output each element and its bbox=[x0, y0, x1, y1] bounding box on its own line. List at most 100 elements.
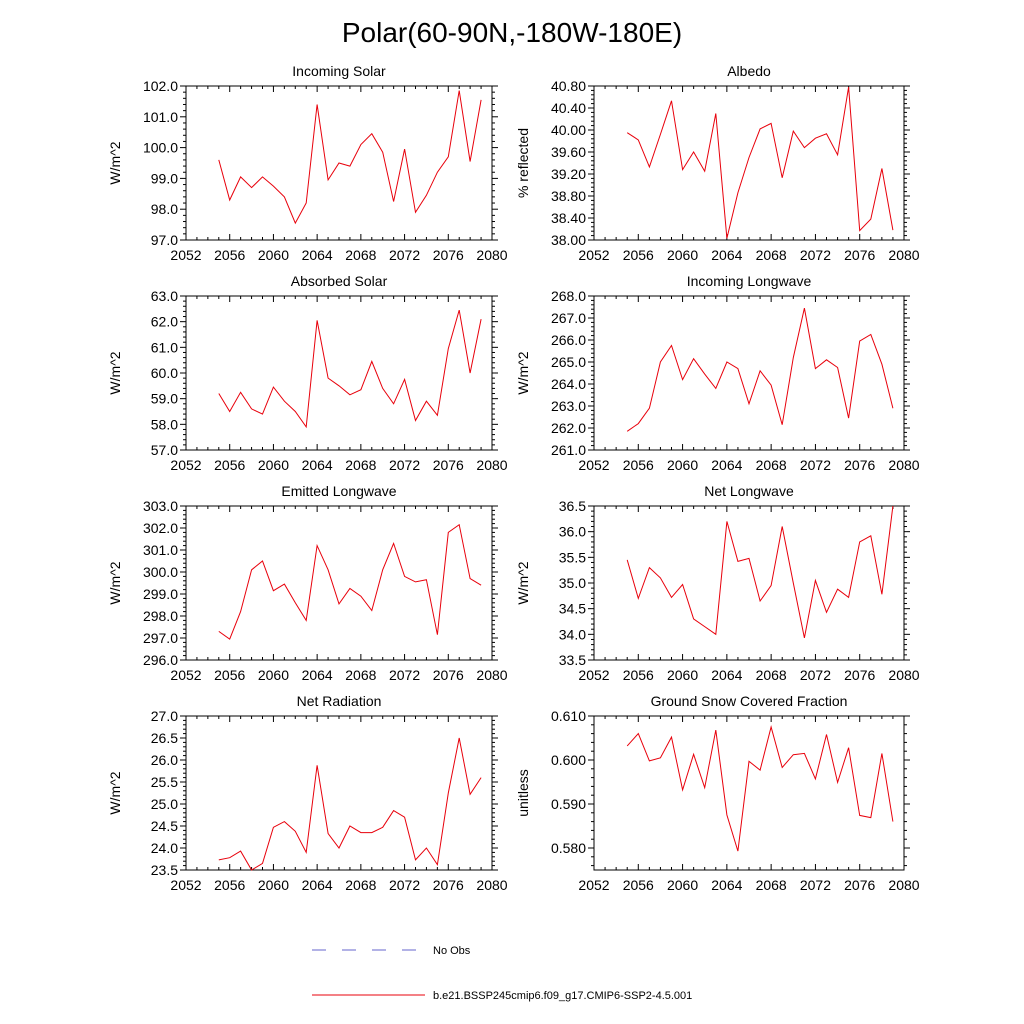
x-tick-label: 2060 bbox=[258, 667, 289, 683]
y-tick-label: 265.0 bbox=[551, 354, 586, 370]
y-tick-label: 35.0 bbox=[559, 575, 586, 591]
y-tick-label: 100.0 bbox=[143, 140, 178, 156]
y-tick-label: 25.5 bbox=[151, 774, 178, 790]
panel-incoming-longwave: Incoming Longwave W/m^2 2052 2056 2060 2064 20… bbox=[515, 273, 920, 473]
y-axis-label: W/m^2 bbox=[107, 561, 123, 604]
panel-ground-snow-covered-fraction: Ground Snow Covered Fraction unitless 2052… bbox=[515, 693, 920, 893]
x-tick-label: 2056 bbox=[214, 457, 245, 473]
x-tick-label: 2052 bbox=[578, 667, 609, 683]
y-tick-label: 264.0 bbox=[551, 376, 586, 392]
x-tick-label: 2064 bbox=[711, 667, 742, 683]
x-tick-label: 2080 bbox=[476, 877, 507, 893]
y-tick-label: 63.0 bbox=[151, 288, 178, 304]
x-tick-label: 2080 bbox=[888, 247, 919, 263]
x-tick-label: 2080 bbox=[476, 247, 507, 263]
y-tick-label: 39.20 bbox=[551, 166, 586, 182]
x-tick-label: 2060 bbox=[258, 877, 289, 893]
panel-title: Incoming Solar bbox=[292, 63, 386, 79]
x-tick-label: 2072 bbox=[800, 877, 831, 893]
y-tick-label: 0.580 bbox=[551, 840, 586, 856]
plot-frame bbox=[185, 295, 493, 451]
y-tick-label: 268.0 bbox=[551, 288, 586, 304]
y-tick-label: 62.0 bbox=[151, 314, 178, 330]
x-tick-label: 2056 bbox=[623, 667, 654, 683]
y-tick-label: 38.00 bbox=[551, 232, 586, 248]
x-tick-label: 2060 bbox=[258, 247, 289, 263]
x-tick-label: 2076 bbox=[433, 247, 464, 263]
x-tick-label: 2052 bbox=[578, 247, 609, 263]
y-tick-label: 36.5 bbox=[559, 498, 586, 514]
x-tick-label: 2052 bbox=[578, 877, 609, 893]
panel-emitted-longwave: Emitted Longwave W/m^2 2052 2056 2060 2064 206… bbox=[107, 483, 508, 683]
x-tick-label: 2064 bbox=[711, 877, 742, 893]
x-tick-label: 2068 bbox=[756, 457, 787, 473]
y-tick-label: 297.0 bbox=[143, 630, 178, 646]
y-tick-label: 296.0 bbox=[143, 652, 178, 668]
x-tick-label: 2072 bbox=[389, 877, 420, 893]
y-tick-label: 35.5 bbox=[559, 549, 586, 565]
y-tick-label: 267.0 bbox=[551, 310, 586, 326]
panel-net-longwave: Net Longwave W/m^2 2052 2056 2060 2064 2068 207… bbox=[515, 483, 920, 683]
x-tick-label: 2056 bbox=[623, 457, 654, 473]
x-tick-label: 2068 bbox=[756, 247, 787, 263]
y-tick-label: 59.0 bbox=[151, 391, 178, 407]
y-tick-label: 40.00 bbox=[551, 122, 586, 138]
x-tick-label: 2072 bbox=[800, 457, 831, 473]
x-tick-label: 2052 bbox=[170, 247, 201, 263]
panel-net-radiation: Net Radiation W/m^2 2052 2056 2060 2064 2068 20… bbox=[107, 693, 508, 893]
y-tick-label: 25.0 bbox=[151, 796, 178, 812]
series-line bbox=[626, 307, 894, 432]
x-tick-label: 2076 bbox=[433, 667, 464, 683]
x-tick-label: 2080 bbox=[476, 457, 507, 473]
y-tick-label: 38.80 bbox=[551, 188, 586, 204]
x-tick-label: 2064 bbox=[711, 457, 742, 473]
y-tick-label: 101.0 bbox=[143, 109, 178, 125]
panels: Incoming Solar W/m^2 2052 2056 2060 2064 2068 2… bbox=[107, 63, 920, 893]
y-tick-label: 27.0 bbox=[151, 708, 178, 724]
y-tick-label: 26.0 bbox=[151, 752, 178, 768]
y-tick-label: 39.60 bbox=[551, 144, 586, 160]
panel-albedo: Albedo % reflected 2052 2056 2060 2064 2068 207… bbox=[515, 63, 920, 263]
x-tick-label: 2076 bbox=[844, 457, 875, 473]
x-tick-label: 2064 bbox=[711, 247, 742, 263]
y-tick-label: 33.5 bbox=[559, 652, 586, 668]
panel-title: Absorbed Solar bbox=[291, 273, 388, 289]
series-line bbox=[218, 90, 482, 225]
y-tick-label: 40.80 bbox=[551, 78, 586, 94]
y-tick-label: 34.0 bbox=[559, 626, 586, 642]
y-tick-label: 299.0 bbox=[143, 586, 178, 602]
x-tick-label: 2068 bbox=[756, 667, 787, 683]
x-tick-label: 2064 bbox=[302, 667, 333, 683]
y-axis-label: % reflected bbox=[515, 128, 531, 198]
y-tick-label: 38.40 bbox=[551, 210, 586, 226]
x-tick-label: 2080 bbox=[476, 667, 507, 683]
x-tick-label: 2052 bbox=[170, 667, 201, 683]
panel-title: Albedo bbox=[727, 63, 771, 79]
y-tick-label: 58.0 bbox=[151, 416, 178, 432]
y-tick-label: 24.0 bbox=[151, 840, 178, 856]
series-line bbox=[626, 87, 894, 239]
y-tick-label: 26.5 bbox=[151, 730, 178, 746]
x-tick-label: 2068 bbox=[345, 877, 376, 893]
y-tick-label: 24.5 bbox=[151, 818, 178, 834]
x-tick-label: 2068 bbox=[345, 457, 376, 473]
x-tick-label: 2064 bbox=[302, 247, 333, 263]
panel-incoming-solar: Incoming Solar W/m^2 2052 2056 2060 2064 2068 2… bbox=[107, 63, 508, 263]
y-tick-label: 40.40 bbox=[551, 100, 586, 116]
x-tick-label: 2076 bbox=[433, 457, 464, 473]
x-tick-label: 2060 bbox=[667, 457, 698, 473]
y-tick-label: 300.0 bbox=[143, 564, 178, 580]
y-tick-label: 298.0 bbox=[143, 608, 178, 624]
x-tick-label: 2056 bbox=[623, 877, 654, 893]
y-tick-label: 61.0 bbox=[151, 339, 178, 355]
x-tick-label: 2076 bbox=[844, 247, 875, 263]
x-tick-label: 2080 bbox=[888, 877, 919, 893]
x-tick-label: 2080 bbox=[888, 457, 919, 473]
x-tick-label: 2072 bbox=[389, 667, 420, 683]
y-tick-label: 23.5 bbox=[151, 862, 178, 878]
series-line bbox=[626, 725, 894, 852]
plot-frame bbox=[185, 505, 493, 661]
y-tick-label: 0.610 bbox=[551, 708, 586, 724]
y-tick-label: 263.0 bbox=[551, 398, 586, 414]
series-line bbox=[218, 523, 482, 640]
